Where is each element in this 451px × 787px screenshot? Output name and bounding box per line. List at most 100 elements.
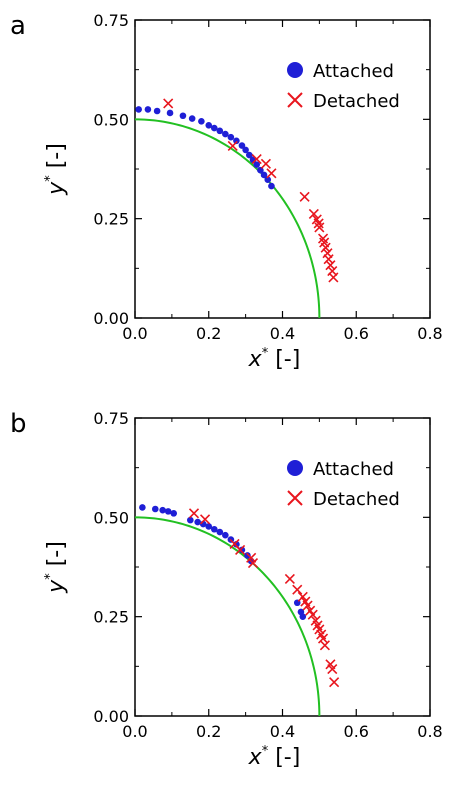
detached-point xyxy=(247,557,259,569)
attached-point xyxy=(153,107,161,115)
reference-quarter-circle xyxy=(134,118,321,319)
detached-point xyxy=(320,242,331,253)
x-tick-label: 0.6 xyxy=(344,722,369,741)
x-tick-label: 0.6 xyxy=(344,324,369,343)
detached-point xyxy=(329,677,340,688)
attached-point xyxy=(187,516,194,524)
reference-quarter-circle xyxy=(134,516,321,717)
x-tick-label: 0.4 xyxy=(270,324,295,343)
x-tick-label: 0.4 xyxy=(270,722,295,741)
attached-point xyxy=(299,613,307,620)
detached-point xyxy=(260,158,271,169)
attached-point xyxy=(210,525,218,533)
attached-point xyxy=(151,505,159,513)
attached-point xyxy=(264,176,272,184)
attached-point xyxy=(227,133,235,141)
y-axis-label-unit: [-] xyxy=(44,541,69,573)
x-tick-label: 0.8 xyxy=(417,324,442,343)
attached-point xyxy=(253,161,260,168)
panel-label: a xyxy=(10,11,26,41)
detached-point xyxy=(199,514,211,525)
detached-point xyxy=(188,508,200,519)
attached-point xyxy=(260,171,268,179)
legend-label: Attached xyxy=(313,459,394,480)
x-axis-label-var: x xyxy=(248,347,263,372)
legend-marker-detached xyxy=(287,92,303,108)
y-tick-label: 0.75 xyxy=(93,409,129,428)
detached-point xyxy=(327,664,338,675)
attached-point xyxy=(244,552,251,559)
y-tick-label: 0.00 xyxy=(93,707,129,726)
x-axis-label-var: x xyxy=(248,745,263,770)
y-axis-label-sup: * xyxy=(43,573,58,580)
legend-label: Detached xyxy=(313,91,400,112)
attached-point xyxy=(246,151,253,159)
chart-panel-a: a0.0 0.2 0.4 0.6 0.80.000.250.500.75x* [-]y*… xyxy=(10,11,443,372)
y-tick-label: 0.25 xyxy=(93,210,129,229)
detached-point xyxy=(319,640,330,651)
attached-point xyxy=(210,124,218,132)
y-axis-label-unit: [-] xyxy=(44,143,69,175)
detached-point xyxy=(297,591,308,602)
attached-point xyxy=(170,510,178,517)
attached-point xyxy=(268,182,275,190)
legend-marker-attached xyxy=(287,460,303,476)
x-tick-label: 0.8 xyxy=(417,722,442,741)
x-axis-label: x* [-] xyxy=(248,346,301,372)
x-axis-label-sup: * xyxy=(262,744,269,759)
y-tick-label: 0.50 xyxy=(93,110,129,129)
y-tick-label: 0.75 xyxy=(93,11,129,30)
legend-label: Detached xyxy=(313,489,400,510)
attached-point xyxy=(194,518,201,526)
x-axis-label: x* [-] xyxy=(248,744,301,770)
attached-point xyxy=(242,146,249,154)
detached-point xyxy=(328,272,339,283)
detached-point xyxy=(323,254,334,265)
attached-point xyxy=(222,531,229,539)
attached-point xyxy=(205,121,213,129)
legend-label: Attached xyxy=(313,61,394,82)
detached-point xyxy=(235,544,246,555)
attached-point xyxy=(139,504,146,511)
detached-point xyxy=(308,208,319,219)
detached-point xyxy=(299,191,310,202)
x-tick-label: 0.2 xyxy=(196,722,221,741)
attached-point xyxy=(159,506,166,514)
x-axis-label-sup: * xyxy=(262,346,269,361)
detached-point xyxy=(251,154,262,165)
detached-point xyxy=(313,218,324,229)
detached-point xyxy=(227,140,238,152)
detached-point xyxy=(284,573,295,584)
attached-point xyxy=(238,142,246,149)
detached-point xyxy=(163,98,174,109)
y-axis-label-var: y xyxy=(44,181,69,196)
attached-point xyxy=(205,523,213,530)
y-axis-label: y* [-] xyxy=(43,541,69,594)
detached-point xyxy=(266,168,277,179)
legend-marker-attached xyxy=(287,62,303,78)
x-axis-label-unit: [-] xyxy=(268,745,300,770)
attached-point xyxy=(164,508,172,515)
attached-point xyxy=(166,109,174,117)
attached-point xyxy=(238,546,246,554)
legend-marker-detached xyxy=(287,490,303,506)
y-tick-label: 0.00 xyxy=(93,309,129,328)
y-axis-label: y* [-] xyxy=(43,143,69,196)
y-axis-label-var: y xyxy=(44,579,69,594)
attached-point xyxy=(198,118,205,125)
attached-point xyxy=(222,130,229,138)
chart-panel-b: b0.0 0.2 0.4 0.6 0.80.000.250.500.75x* [-]y*… xyxy=(10,409,443,770)
y-tick-label: 0.25 xyxy=(93,608,129,627)
attached-point xyxy=(144,106,152,113)
x-axis-label-unit: [-] xyxy=(268,347,300,372)
panel-label: b xyxy=(10,409,27,439)
detached-point xyxy=(314,222,325,233)
attached-point xyxy=(216,127,224,135)
y-axis-label-sup: * xyxy=(43,175,58,182)
attached-point xyxy=(135,106,142,113)
attached-point xyxy=(216,528,224,536)
attached-point xyxy=(179,112,187,120)
detached-point xyxy=(292,584,303,595)
attached-point xyxy=(188,115,196,122)
